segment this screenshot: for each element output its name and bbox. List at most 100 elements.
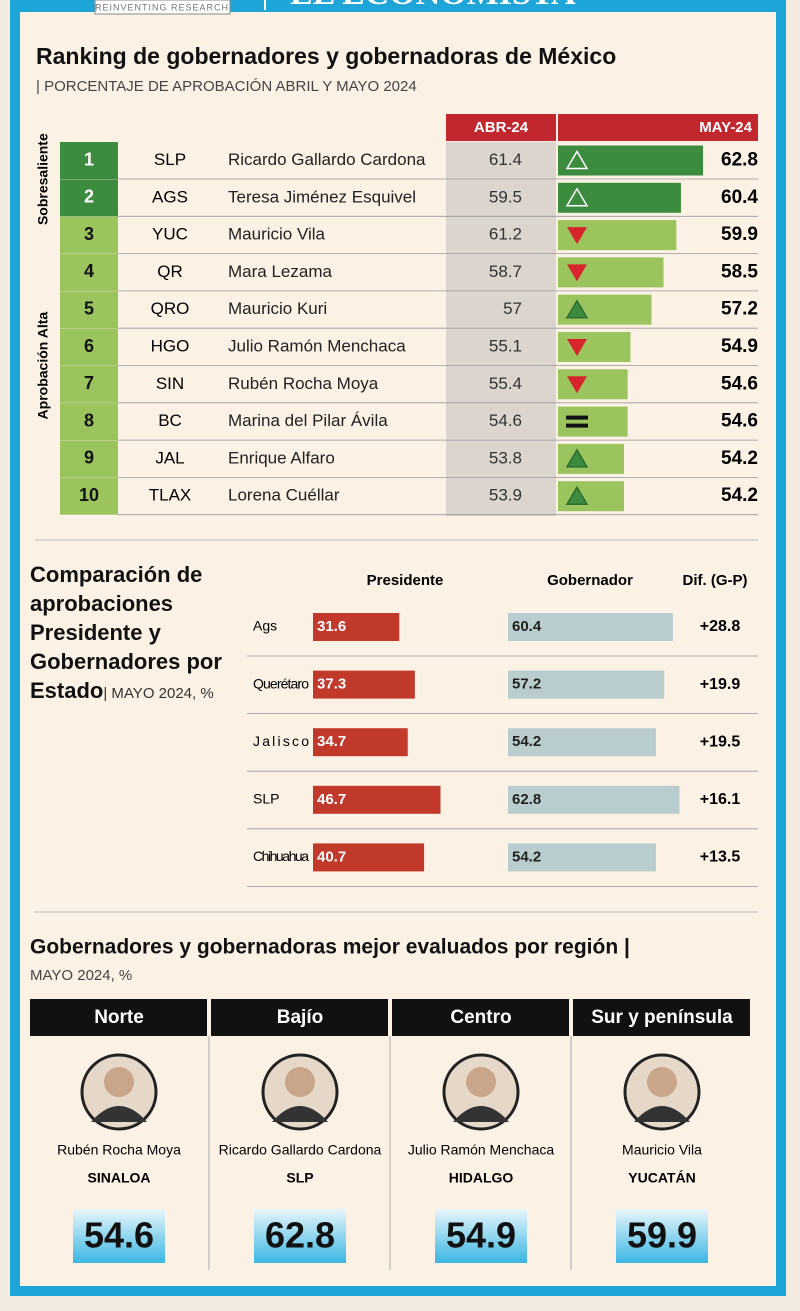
rank-box xyxy=(60,477,118,515)
name: Mauricio Kuri xyxy=(228,299,327,318)
up-arrow xyxy=(565,485,589,505)
prev-column xyxy=(446,142,556,516)
president-bar xyxy=(313,785,441,814)
comparison-heading: Comparación de aprobaciones Presidente y… xyxy=(30,560,235,705)
governor-value: 60.4 xyxy=(512,618,542,635)
region: Bajío xyxy=(277,1007,323,1028)
name: Mara Lezama xyxy=(228,262,332,281)
region: Sur y península xyxy=(591,1007,733,1028)
governor-bar xyxy=(508,728,656,757)
photo-head xyxy=(466,1067,496,1097)
photo-body xyxy=(91,1106,147,1122)
curr-bar xyxy=(558,145,703,176)
governor-bar xyxy=(508,785,680,814)
diff: +19.9 xyxy=(700,676,741,693)
prev-value: 55.4 xyxy=(489,374,522,393)
rank: 8 xyxy=(84,410,94,430)
state: TLAX xyxy=(149,486,192,505)
president-bar xyxy=(313,613,400,641)
president-bar xyxy=(313,728,408,757)
region-name: Mauricio Vila xyxy=(622,1142,702,1158)
region-name: Ricardo Gallardo Cardona xyxy=(219,1142,382,1158)
comparison-title: Comparación de aprobaciones Presidente y… xyxy=(30,562,222,703)
down-arrow xyxy=(567,376,587,394)
photo-body xyxy=(634,1106,690,1122)
photo-body xyxy=(453,1106,509,1122)
curr-value: 54.2 xyxy=(721,485,758,506)
state: YUC xyxy=(152,225,188,244)
governor-value: 54.2 xyxy=(512,848,541,865)
prev-value: 54.6 xyxy=(489,411,522,430)
photo-head xyxy=(285,1067,315,1097)
rank-box xyxy=(60,291,118,329)
curr-value: 54.9 xyxy=(721,336,758,357)
curr-bar xyxy=(558,481,624,512)
region-value: 59.9 xyxy=(627,1215,697,1256)
photo-head xyxy=(104,1067,134,1097)
rank: 7 xyxy=(84,373,94,393)
up-arrow xyxy=(565,299,589,319)
governor-bar xyxy=(508,613,673,641)
diff: +28.8 xyxy=(700,618,741,635)
prev-header xyxy=(446,114,556,141)
curr-value: 59.9 xyxy=(721,224,758,245)
rank: 6 xyxy=(84,336,94,356)
rank: 4 xyxy=(84,261,94,281)
state: HGO xyxy=(151,336,190,355)
president-value: 40.7 xyxy=(317,848,346,865)
tagline: REINVENTING RESEARCH xyxy=(95,2,229,12)
curr-value: 62.8 xyxy=(721,150,758,171)
region-value: 54.6 xyxy=(84,1215,154,1256)
region-state: YUCATÁN xyxy=(628,1170,695,1186)
region-header xyxy=(392,999,569,1036)
value-box xyxy=(616,1209,708,1263)
rank: 3 xyxy=(84,224,94,244)
rank: 10 xyxy=(79,485,99,505)
group-label: Sobresaliente xyxy=(35,133,51,225)
name: Teresa Jiménez Esquivel xyxy=(228,187,416,206)
value-box xyxy=(254,1209,346,1263)
equal xyxy=(566,423,588,428)
curr-value: 54.6 xyxy=(721,373,758,394)
equal xyxy=(566,415,588,420)
cmp-state: SLP xyxy=(253,791,279,807)
governor-value: 57.2 xyxy=(512,676,541,693)
cmp-state: Ags xyxy=(253,618,277,634)
state: SIN xyxy=(156,374,184,393)
name: Mauricio Vila xyxy=(228,225,326,244)
region-state: SINALOA xyxy=(88,1170,151,1186)
rank-box xyxy=(60,440,118,478)
president-bar xyxy=(313,843,425,872)
state: JAL xyxy=(155,448,184,467)
president-value: 46.7 xyxy=(317,791,346,808)
region-value: 54.9 xyxy=(446,1215,516,1256)
col-prev: ABR-24 xyxy=(474,119,529,136)
rank-box xyxy=(60,216,118,254)
curr-value: 54.2 xyxy=(721,448,758,469)
rank-box xyxy=(60,253,118,291)
prev-value: 59.5 xyxy=(489,187,522,206)
col-governor: Gobernador xyxy=(547,572,633,589)
name: Lorena Cuéllar xyxy=(228,486,340,505)
curr-value: 54.6 xyxy=(721,411,758,432)
region-name: Rubén Rocha Moya xyxy=(57,1142,181,1158)
logo-box xyxy=(94,0,231,15)
name: Marina del Pilar Ávila xyxy=(228,411,388,430)
down-arrow xyxy=(567,264,587,282)
rank-box xyxy=(60,365,118,403)
rank: 5 xyxy=(84,298,94,318)
diff: +19.5 xyxy=(700,733,741,750)
region-header xyxy=(211,999,388,1036)
down-arrow xyxy=(567,227,587,245)
curr-bar xyxy=(558,406,628,437)
president-bar xyxy=(313,670,415,699)
photo-head xyxy=(647,1067,677,1097)
ranking-title: Ranking de gobernadores y gobernadoras d… xyxy=(36,43,616,69)
up-arrow xyxy=(565,187,589,207)
region: Norte xyxy=(94,1007,144,1028)
up-arrow xyxy=(565,448,589,468)
curr-bar xyxy=(558,443,624,474)
state: AGS xyxy=(152,187,188,206)
up-arrow xyxy=(565,150,589,170)
name: Enrique Alfaro xyxy=(228,448,335,467)
